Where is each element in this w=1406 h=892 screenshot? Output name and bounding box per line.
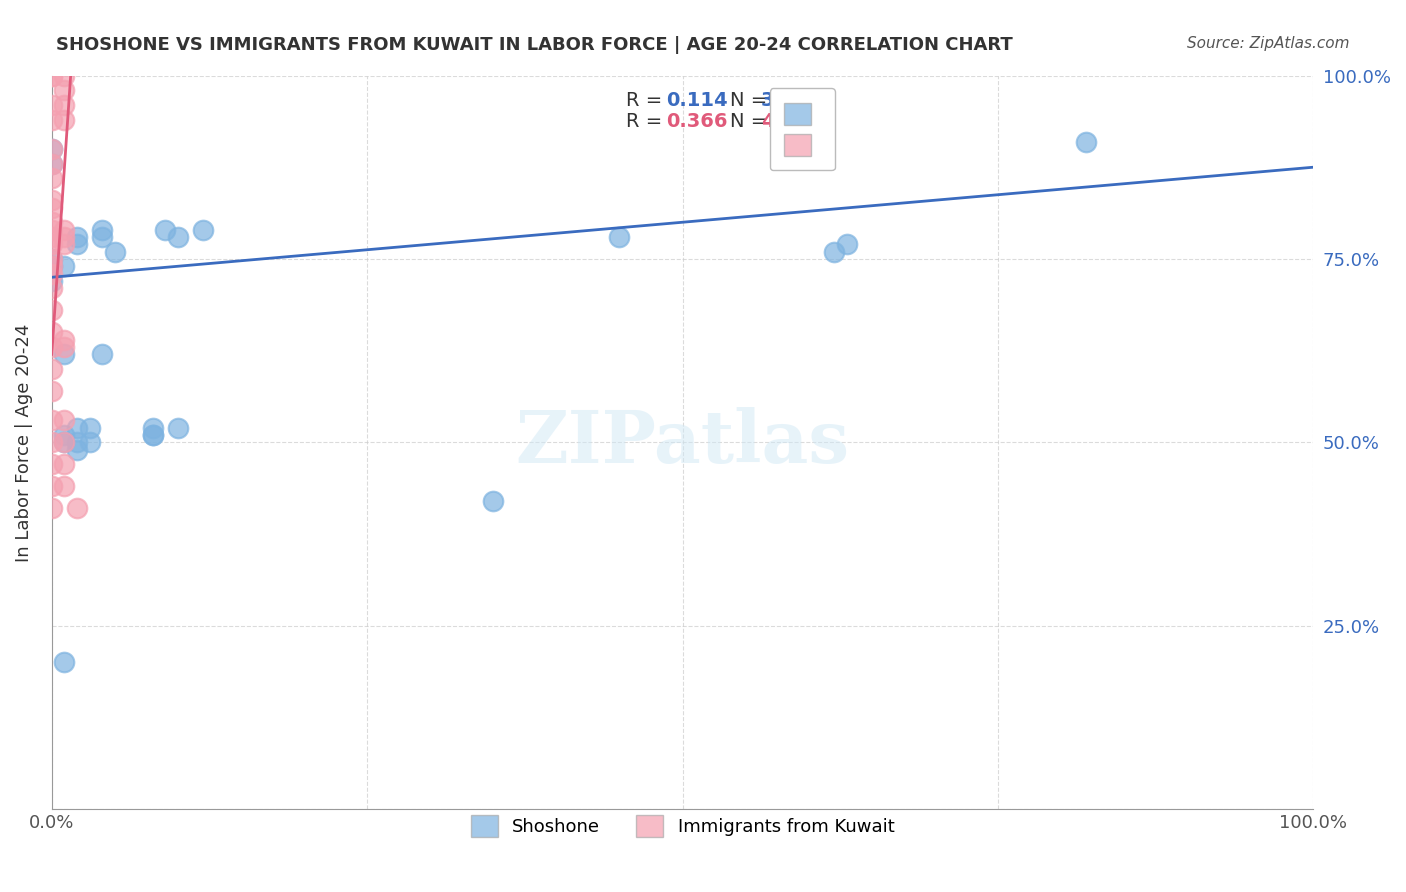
Point [53, 413, 76, 427]
Point [66, 501, 89, 516]
Text: 0.366: 0.366 [666, 112, 728, 130]
Point [41, 479, 63, 493]
Point [142, 420, 165, 434]
Point [41, 171, 63, 186]
Point [53, 230, 76, 244]
Point [53, 98, 76, 112]
Point [41, 201, 63, 215]
Point [1076, 135, 1098, 149]
Point [41, 222, 63, 236]
Point [167, 420, 190, 434]
Point [41, 215, 63, 229]
Point [482, 494, 505, 508]
Point [53, 435, 76, 450]
Point [41, 252, 63, 266]
Legend: Shoshone, Immigrants from Kuwait: Shoshone, Immigrants from Kuwait [464, 807, 901, 844]
Point [53, 83, 76, 97]
Point [53, 479, 76, 493]
Point [66, 435, 89, 450]
Point [155, 222, 177, 236]
Point [41, 384, 63, 398]
Point [167, 230, 190, 244]
Point [41, 413, 63, 427]
Y-axis label: In Labor Force | Age 20-24: In Labor Force | Age 20-24 [15, 323, 32, 562]
Point [41, 98, 63, 112]
Point [79, 420, 101, 434]
Point [41, 142, 63, 156]
Point [91, 347, 114, 361]
Point [142, 428, 165, 442]
Point [41, 237, 63, 252]
Point [53, 222, 76, 236]
Point [41, 340, 63, 354]
Point [53, 340, 76, 354]
Point [41, 69, 63, 83]
Point [191, 222, 214, 236]
Text: N =: N = [731, 91, 773, 110]
Point [79, 435, 101, 450]
Point [91, 222, 114, 236]
Point [835, 237, 858, 252]
Text: R =: R = [626, 91, 668, 110]
Text: 41: 41 [761, 112, 787, 130]
Point [41, 281, 63, 295]
Point [142, 428, 165, 442]
Point [53, 458, 76, 472]
Text: N =: N = [731, 112, 773, 130]
Point [41, 435, 63, 450]
Point [53, 237, 76, 252]
Point [41, 156, 63, 170]
Point [41, 458, 63, 472]
Text: Source: ZipAtlas.com: Source: ZipAtlas.com [1187, 36, 1350, 51]
Point [41, 501, 63, 516]
Point [53, 333, 76, 347]
Point [41, 326, 63, 340]
Point [41, 230, 63, 244]
Point [53, 435, 76, 450]
Point [41, 156, 63, 170]
Point [41, 362, 63, 376]
Point [823, 244, 845, 259]
Point [53, 428, 76, 442]
Point [66, 230, 89, 244]
Point [53, 259, 76, 273]
Text: SHOSHONE VS IMMIGRANTS FROM KUWAIT IN LABOR FORCE | AGE 20-24 CORRELATION CHART: SHOSHONE VS IMMIGRANTS FROM KUWAIT IN LA… [56, 36, 1012, 54]
Text: 0.114: 0.114 [666, 91, 728, 110]
Point [41, 112, 63, 127]
Point [41, 69, 63, 83]
Point [53, 112, 76, 127]
Point [41, 259, 63, 273]
Point [53, 347, 76, 361]
Text: ZIPatlas: ZIPatlas [516, 407, 849, 478]
Point [53, 656, 76, 670]
Point [66, 442, 89, 457]
Point [41, 303, 63, 318]
Point [41, 259, 63, 273]
Point [609, 230, 631, 244]
Point [53, 69, 76, 83]
Point [41, 252, 63, 266]
Text: R =: R = [626, 112, 668, 130]
Point [41, 142, 63, 156]
Point [41, 274, 63, 288]
Point [41, 193, 63, 207]
Point [66, 237, 89, 252]
Point [91, 230, 114, 244]
Point [41, 267, 63, 281]
Point [104, 244, 127, 259]
Point [66, 420, 89, 434]
Text: 33: 33 [761, 91, 787, 110]
